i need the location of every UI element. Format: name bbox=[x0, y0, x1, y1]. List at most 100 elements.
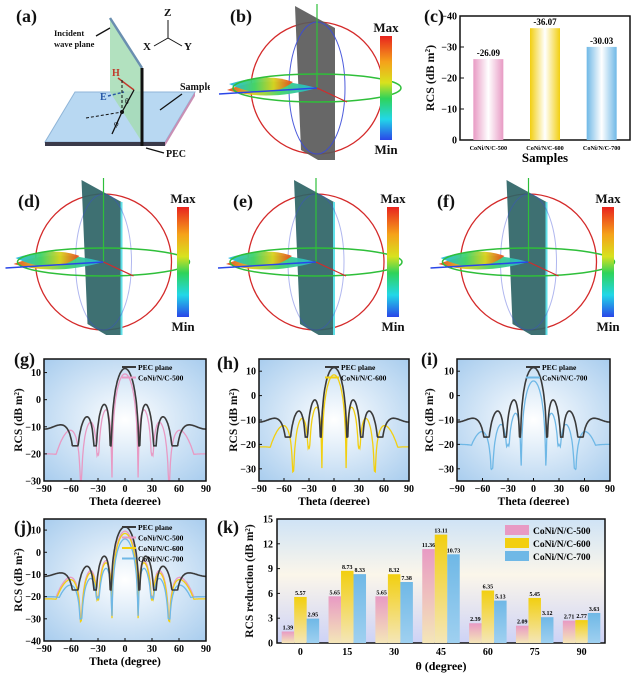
bar-coni-n-c-700 bbox=[494, 600, 507, 643]
bar-value-label: 2.77 bbox=[576, 614, 587, 620]
panel-b-3d-pattern: (b) Max Min bbox=[210, 0, 420, 170]
h-label: H bbox=[112, 68, 120, 79]
panel-label-f: (f) bbox=[437, 191, 455, 211]
y-tick-label: 10 bbox=[31, 368, 41, 379]
bar-value-label: 2.39 bbox=[470, 617, 481, 623]
bar-value-label: 8.73 bbox=[342, 565, 353, 571]
x-axis-label: Theta (degree) bbox=[498, 496, 570, 505]
panel-f-3d-pattern: (f) Max Min bbox=[425, 165, 640, 344]
x-axis-label: θ (degree) bbox=[415, 659, 466, 673]
bar-coni-n-c-700 bbox=[447, 554, 460, 643]
y-tick-label: 15 bbox=[263, 515, 273, 526]
bar-coni-n-c-600 bbox=[341, 570, 354, 643]
axis-y-arrow bbox=[430, 261, 529, 269]
panel-k-rcs-reduction: (k) 0 3 6 9 12 15 1.39 5.57 2.95 0 5.65 8.73 8.33 15 5… bbox=[215, 505, 640, 682]
series-line-coni-n-c-600 bbox=[44, 532, 206, 624]
panel-label-i: (i) bbox=[421, 349, 438, 369]
legend-label: CoNi/N/C-600 bbox=[138, 544, 184, 553]
colorbar bbox=[387, 207, 399, 317]
bar-coni-n-c-600 bbox=[481, 590, 495, 643]
x-tick-label: −30 bbox=[90, 484, 106, 495]
sample-plate bbox=[81, 180, 122, 344]
legend-label: CoNi/N/C-700 bbox=[138, 555, 184, 564]
chart-j-svg: −90 −60 −30 0 30 60 90 −40 −30 −20 −10 0 10 Theta (de… bbox=[13, 518, 211, 668]
bar-value-label: 2.71 bbox=[564, 615, 575, 621]
incident-label-line2: wave plane bbox=[54, 39, 95, 49]
bar-coni-n-c-700 bbox=[587, 612, 601, 643]
axis-z-label: Z bbox=[164, 7, 171, 19]
axis-x-arrow bbox=[528, 261, 559, 277]
radiation-lobe-right bbox=[228, 251, 292, 267]
x-tick-label: 60 bbox=[174, 644, 184, 655]
y-tick-label: −40 bbox=[25, 637, 41, 648]
colorbar-min-label: Min bbox=[374, 142, 398, 157]
bar-value-label: 3.12 bbox=[542, 611, 553, 617]
bar-value-label: 2.95 bbox=[308, 613, 319, 619]
legend-label: CoNi/N/C-500 bbox=[138, 374, 184, 383]
panel-label-b: (b) bbox=[230, 6, 252, 26]
bar-coni-n-c-500 bbox=[422, 549, 435, 643]
axis-y-arrow bbox=[5, 261, 104, 269]
bar-coni-n-c-500 bbox=[281, 631, 295, 643]
bar-value-label: 3.63 bbox=[589, 607, 600, 613]
series-line-coni-n-c-500 bbox=[44, 373, 206, 481]
y-axis-label: RCS (dB m2) bbox=[228, 388, 240, 452]
x-tick-label: 90 bbox=[577, 647, 587, 658]
x-tick-label: CoNi/N/C-500 bbox=[470, 145, 507, 152]
legend-swatch bbox=[505, 538, 529, 548]
y-tick-label: 3 bbox=[268, 614, 273, 625]
plot-background bbox=[44, 359, 206, 481]
axis-x-arrow bbox=[315, 261, 347, 277]
legend-label: CoNi/N/C-500 bbox=[533, 527, 591, 537]
schematic-svg: Z X Y Incident wave plane H E θ φ Sample… bbox=[44, 7, 212, 160]
colorbar-max-label: Max bbox=[373, 20, 399, 35]
bar-value-label: 1.39 bbox=[283, 626, 294, 632]
sample-plate bbox=[506, 180, 547, 344]
x-tick-label: −30 bbox=[90, 644, 106, 655]
arrow-sample bbox=[159, 93, 183, 111]
bar-value-label: 6.35 bbox=[483, 585, 494, 591]
x-tick-label: CoNi/N/C-600 bbox=[526, 145, 563, 152]
panel-c-rcs-bar: (c) 0 −10 −20 −30 −40 -26.09 CoNi/N/C-500 -36.0… bbox=[420, 0, 640, 165]
x-tick-label: 15 bbox=[342, 647, 352, 658]
x-tick-label: −60 bbox=[276, 484, 292, 495]
chart-h-svg: −90 −60 −30 0 30 60 90 −30 −20 −10 0 10 Theta (degre… bbox=[228, 358, 414, 508]
y-tick-label: 0 bbox=[449, 391, 454, 402]
x-tick-label: −60 bbox=[475, 484, 491, 495]
incident-plane-top-edge bbox=[108, 17, 144, 69]
bar bbox=[586, 46, 617, 141]
x-tick-label: 90 bbox=[201, 484, 211, 495]
panel-g-rcs-curve: (g) −90 −60 −30 0 30 60 90 −30 −20 −10 0 10 Theta (d… bbox=[0, 335, 215, 508]
bar-coni-n-c-600 bbox=[387, 574, 401, 643]
y-tick-label: 0 bbox=[36, 395, 41, 406]
x-axis-label: Samples bbox=[522, 150, 568, 165]
e-vector bbox=[107, 91, 125, 97]
panel-e-3d-pattern: (e) Max Min bbox=[215, 165, 425, 344]
panel-label-d: (d) bbox=[18, 191, 40, 211]
radar-3d-e: Max Min bbox=[217, 178, 406, 344]
legend-label: CoNi/N/C-600 bbox=[533, 540, 591, 550]
legend-label: CoNi/N/C-600 bbox=[341, 374, 387, 383]
x-tick-label: 30 bbox=[147, 644, 157, 655]
x-tick-label: 30 bbox=[389, 647, 399, 658]
chart-k-svg: 0 3 6 9 12 15 1.39 5.57 2.95 0 5.65 8.738.33 15 5.65 8… bbox=[244, 515, 606, 673]
bar-coni-n-c-600 bbox=[528, 597, 541, 643]
pec-plate-side bbox=[165, 92, 195, 146]
panel-label-a: (a) bbox=[16, 6, 37, 26]
y-tick-label: −20 bbox=[441, 74, 457, 85]
x-tick-label: 90 bbox=[605, 484, 615, 495]
x-tick-label: 0 bbox=[332, 484, 337, 495]
colorbar bbox=[177, 207, 189, 317]
projection-dashed bbox=[85, 111, 123, 119]
plot-background bbox=[259, 359, 409, 481]
bar-value-label: -26.09 bbox=[477, 48, 501, 58]
axis-y-label: Y bbox=[184, 41, 192, 53]
y-axis-label: RCS (dB m2) bbox=[423, 45, 437, 111]
x-tick-label: 60 bbox=[379, 484, 389, 495]
y-tick-label: −30 bbox=[240, 464, 256, 475]
bar-coni-n-c-500 bbox=[515, 625, 529, 643]
chart-c-svg: 0 −10 −20 −30 −40 -26.09 CoNi/N/C-500 -36.07 CoN… bbox=[423, 12, 631, 165]
bar-value-label: 8.32 bbox=[389, 568, 400, 574]
y-tick-label: −20 bbox=[25, 449, 41, 460]
x-tick-label: 0 bbox=[531, 484, 536, 495]
